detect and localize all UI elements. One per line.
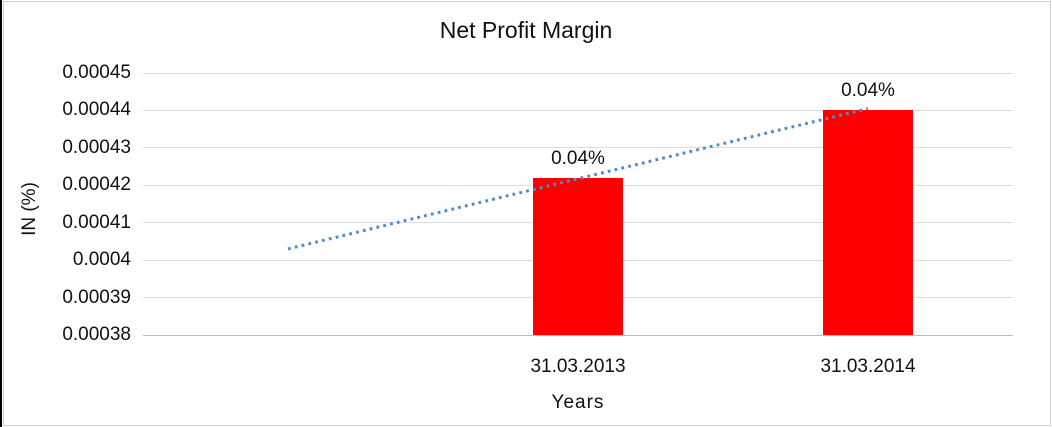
x-axis-line [143,334,1013,336]
y-axis-tick-label: 0.00044 [62,99,131,121]
chart-title: Net Profit Margin [439,17,613,43]
bar [823,110,913,335]
y-axis-tick-label: 0.00042 [62,174,131,196]
y-gridline [143,72,1013,74]
y-axis-tick-label: 0.00038 [62,324,131,345]
y-axis-tick-label: 0.00043 [62,136,131,158]
page-edge-line [0,0,2,427]
y-axis-tick-label: 0.00045 [62,62,131,83]
x-axis-title: Years [551,392,605,413]
x-axis-tick-label: 31.03.2013 [530,356,626,377]
bar-data-label: 0.04% [551,147,605,169]
y-axis-tick-label: 0.0004 [72,249,131,271]
bar [533,177,623,335]
x-axis-tick-label: 31.03.2014 [820,356,916,377]
y-axis-tick-label: 0.00039 [62,286,131,308]
bar-data-label: 0.04% [841,80,895,102]
y-axis-tick-label: 0.00041 [62,211,131,233]
